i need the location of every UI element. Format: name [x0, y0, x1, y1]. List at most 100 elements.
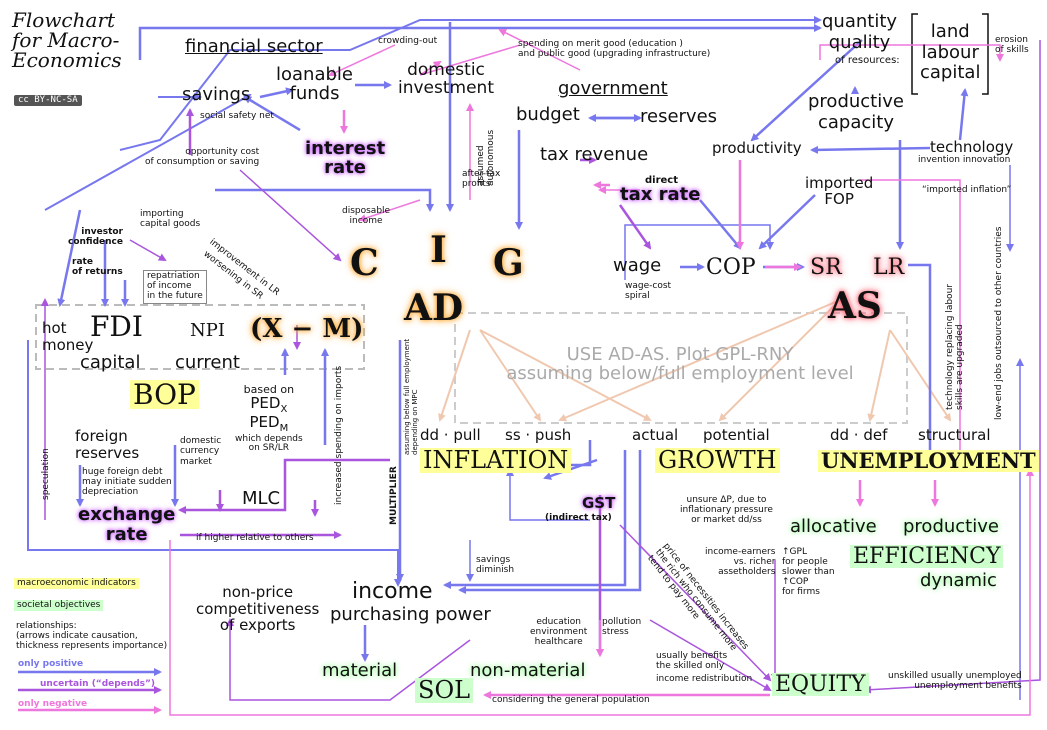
- material-node: material: [322, 660, 398, 681]
- page-title: Flowchart for Macro- Economics: [12, 8, 122, 72]
- foreign-reserves-node: foreign reserves: [75, 427, 140, 463]
- consumption-c: C: [350, 242, 379, 284]
- ad-as-overlay-text: USE AD-AS. Plot GPL-RNY assuming below/f…: [506, 344, 854, 384]
- savings-node: savings: [182, 84, 251, 105]
- productive-node: productive: [903, 516, 999, 537]
- speculation-note: speculation: [41, 448, 51, 500]
- unemployment-node: UNEMPLOYMENT: [818, 449, 1039, 473]
- multiplier-note: MULTIPLIER: [389, 466, 399, 525]
- cop-node: COP: [706, 255, 756, 280]
- ped-node: based on PEDX PEDM which depends on SR/L…: [235, 383, 303, 453]
- reserves-node: reserves: [640, 106, 718, 127]
- inflation-node: INFLATION: [420, 447, 572, 474]
- unsure-price-note: unsure ΔP, due to inflationary pressure …: [680, 495, 773, 525]
- adas-dashed-box: [454, 312, 908, 424]
- allocative-node: allocative: [790, 516, 877, 537]
- cc-icon: cc: [18, 95, 35, 105]
- indirect-tax-label: (indirect tax): [545, 513, 612, 523]
- current-account-label: current: [175, 352, 240, 373]
- huge-foreign-debt-note: huge foreign debt may initiate sudden de…: [82, 467, 172, 497]
- dynamic-efficiency-node: dynamic: [920, 570, 997, 591]
- direct-label: direct: [645, 175, 679, 186]
- assuming-below-full-note: assuming below full employment depending…: [403, 338, 419, 455]
- erosion-of-skills-note: erosion of skills: [995, 35, 1029, 55]
- demand-pull-label: dd · pull: [420, 426, 481, 444]
- cost-push-label: ss · push: [505, 426, 572, 444]
- legend-uncertain: uncertain (“depends”): [40, 679, 156, 689]
- mlc-node: MLC: [242, 488, 281, 509]
- sol-node: SOL: [415, 677, 474, 704]
- exchange-rate-node: exchange rate: [78, 504, 176, 545]
- aggregate-supply-as: AS: [828, 285, 882, 327]
- non-price-competitiveness-node: non-price competitiveness of exports: [196, 583, 320, 634]
- productivity-node: productivity: [712, 139, 802, 157]
- income-node: income: [352, 579, 433, 604]
- loanable-funds-node: loanable funds: [276, 64, 353, 104]
- legend-only-positive: only positive: [18, 659, 84, 669]
- opportunity-cost-note: opportunity cost of consumption or savin…: [145, 147, 260, 167]
- interest-rate-node: interest rate: [305, 138, 386, 178]
- unskilled-unemployed-note: unskilled usually unemployed unemploymen…: [888, 671, 1022, 691]
- technology-node: technology: [930, 138, 1014, 156]
- government-g: G: [493, 242, 524, 284]
- tax-revenue-node: tax revenue: [540, 144, 649, 165]
- bop-node: BOP: [130, 380, 199, 409]
- legend-only-negative: only negative: [18, 699, 88, 709]
- financial-sector-header: financial sector: [185, 36, 323, 57]
- wage-cost-spiral-note: wage-cost spiral: [625, 281, 672, 301]
- imported-inflation-note: “imported inflation”: [922, 185, 1012, 195]
- low-end-jobs-note: low-end jobs outsourced to other countri…: [994, 226, 1004, 420]
- quantity-quality-node: quantity quality: [822, 11, 898, 53]
- capital-account-label: capital: [80, 352, 141, 373]
- net-exports-node: (X − M): [250, 314, 364, 344]
- income-earners-note: income-earners vs. richer assetholders: [705, 547, 776, 577]
- hot-money-node: hot money: [42, 319, 94, 355]
- technology-replacing-note: technology replacing labour skills are u…: [945, 284, 965, 410]
- increased-spending-note: increased spending on imports: [334, 365, 344, 505]
- pollution-stress-note: pollution stress: [602, 617, 642, 637]
- repatriation-note: repatriation of income in the future: [143, 270, 207, 304]
- license-badge: cc BY-NC-SA: [14, 95, 82, 107]
- factors-node: land labour capital: [920, 21, 981, 84]
- demand-deficient-label: dd · def: [830, 426, 888, 444]
- fdi-node: FDI: [90, 310, 143, 343]
- potential-growth-label: potential: [703, 426, 770, 444]
- of-resources-label: of resources:: [835, 55, 900, 66]
- structural-label: structural: [918, 426, 991, 444]
- rate-of-returns-note: rate of returns: [72, 257, 123, 277]
- education-environment-note: education environment healthcare: [530, 617, 588, 647]
- productive-capacity-node: productive capacity: [808, 91, 904, 133]
- disposable-income-note: disposable income: [342, 206, 391, 226]
- legend-relationships: relationships: (arrows indicate causatio…: [16, 621, 168, 651]
- usually-benefits-note: usually benefits the skilled only: [656, 651, 728, 671]
- budget-node: budget: [516, 104, 580, 125]
- if-higher-note: if higher relative to others: [196, 533, 314, 543]
- after-tax-profits-note: after-tax profits: [462, 169, 501, 189]
- domestic-investment-node: domestic investment: [398, 60, 494, 98]
- bop-dashed-box: [35, 304, 365, 370]
- equity-node: EQUITY: [772, 673, 869, 696]
- income-redistribution-note: income redistribution: [656, 674, 753, 684]
- lr-node: LR: [873, 255, 905, 280]
- actual-growth-label: actual: [632, 426, 679, 444]
- npi-node: NPI: [190, 320, 225, 341]
- non-material-node: non-material: [470, 660, 586, 681]
- gpl-for-people-note: ↑GPL for people slower than ↑COP for fir…: [782, 547, 835, 597]
- legend-indicators: macroeconomic indicators: [14, 578, 139, 590]
- merit-good-note: spending on merit good (education ) and …: [518, 39, 711, 59]
- legend-objectives: societal objectives: [14, 600, 104, 612]
- gst-node: GST: [582, 494, 616, 512]
- growth-node: GROWTH: [655, 447, 780, 474]
- domestic-currency-market-label: domestic currency market: [180, 436, 222, 467]
- sr-node: SR: [810, 255, 842, 280]
- efficiency-node: EFFICIENCY: [850, 545, 1004, 568]
- social-safety-net-note: social safety net: [200, 111, 274, 121]
- importing-capital-goods-note: importing capital goods: [140, 209, 201, 229]
- tax-rate-node: tax rate: [620, 184, 701, 205]
- purchasing-power-node: purchasing power: [330, 604, 491, 625]
- considering-general-note: considering the general population: [492, 695, 650, 705]
- government-header: government: [558, 78, 668, 99]
- imported-fop-node: imported FOP: [805, 174, 874, 208]
